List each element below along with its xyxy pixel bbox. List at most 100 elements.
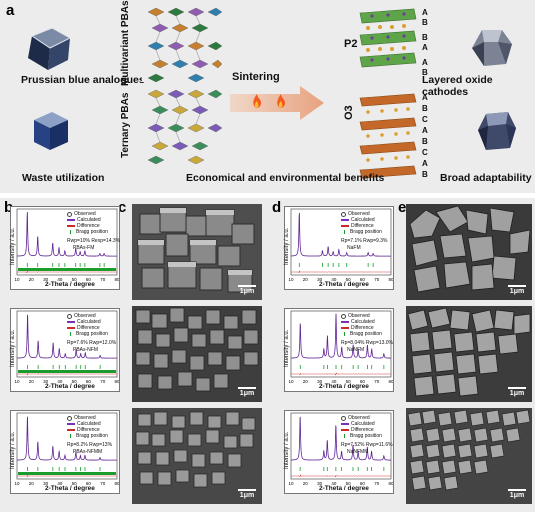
x-axis-label: 2-Theta / degree [45,485,95,492]
scale-bar-e3: 1μm [508,489,526,499]
x-tick-label: 80 [388,379,393,384]
y-axis-label: Intensity / a.u. [284,227,290,265]
x-tick-label: 30 [317,481,323,486]
scale-bar-c3: 1μm [238,489,256,499]
sintering-arrow-icon [230,86,324,120]
observed-line [290,416,391,461]
r-factor-text: Rp=7.1% Rwp=9.3% [341,238,388,244]
plot-frame [16,412,118,480]
x-tick-label: 20 [303,481,309,486]
difference-line [17,473,117,478]
difference-line [17,270,117,274]
x-tick-label: 10 [288,277,294,282]
o3-structure-illustration [359,93,417,179]
legend-entry: Difference [341,427,382,433]
scale-bar-e1: 1μm [508,285,526,295]
xrd-plot-b2: 10 20 30 40 50 60 70 80 [14,310,120,384]
panel-label-d: d [272,199,282,216]
x-tick-label: 50 [72,481,78,486]
x-tick-label: 10 [288,379,294,384]
x-tick-label: 70 [100,481,106,486]
x-tick-label: 50 [72,379,78,384]
r-factor-text: Rp=7.52% Rwp=11.6% [341,442,393,448]
legend-entry: Difference [67,325,108,331]
ternary-framework-illustration [142,88,224,164]
legend-entry: Observed [67,415,108,421]
observed-line [290,313,391,359]
xrd-plot-b3: 10 20 30 40 50 60 70 80 [14,412,120,486]
sample-name: PBAs-NFMM [73,449,103,455]
difference-line [291,473,391,478]
xrd-plot-b1: 10 20 30 40 50 60 70 80 [14,208,120,282]
legend-entry: Difference [341,325,382,331]
x-tick-label: 50 [346,481,352,486]
plot-frame [290,310,392,378]
p2-label: P2 [344,38,358,50]
sample-name: NaNFMM [347,449,369,455]
x-tick-label: 60 [360,481,366,486]
plot-frame [290,412,392,480]
economical-benefits-label: Economical and environmental benefits [186,172,385,184]
xrd-legend: Observed Calculated Difference Bragg positi… [67,415,108,439]
sem-e1-texture [406,204,532,300]
x-tick-label: 70 [374,379,380,384]
x-tick-label: 60 [86,481,92,486]
difference-line [291,269,391,274]
sem-image-c3: 1μm [132,408,262,504]
x-tick-label: 20 [303,379,309,384]
x-tick-label: 60 [360,379,366,384]
x-tick-label: 70 [100,379,106,384]
sintering-label: Sintering [232,71,280,83]
x-tick-label: 30 [43,277,49,282]
x-axis-label: 2-Theta / degree [45,281,95,288]
xrd-plot-d3: 10 20 30 40 50 60 70 80 [288,412,394,486]
legend-entry: Difference [67,427,108,433]
xrd-plot-d1: 10 20 30 40 50 60 70 80 [288,208,394,282]
x-tick-label: 40 [57,379,63,384]
x-tick-label: 30 [317,379,323,384]
xrd-legend: Observed Calculated Difference Bragg positi… [67,211,108,235]
observed-line [16,416,117,461]
x-tick-label: 40 [57,481,63,486]
x-tick-label: 80 [388,481,393,486]
r-factor-text: Rp=8.04% Rwp=13.0% [341,340,393,346]
legend-entry: Calculated [341,217,382,223]
legend-entry: Calculated [67,217,108,223]
x-tick-label: 50 [346,379,352,384]
panel-label-e: e [398,199,407,216]
sample-name: PBAs-FM [73,245,95,251]
y-axis-label: Intensity / a.u. [10,227,16,265]
ternary-pbas-label: Ternary PBAs [120,92,131,158]
x-tick-label: 40 [57,277,63,282]
prussian-blue-cube-icon [28,27,72,70]
scale-bar-c2: 1μm [238,387,256,397]
bragg-band [18,370,116,373]
observed-line [290,212,391,257]
legend-entry: Bragg position [341,433,382,439]
x-tick-label: 40 [331,481,337,486]
sem-image-e3: 1μm [406,408,532,504]
sem-c1-texture [132,204,262,300]
waste-cube-icon [34,112,68,150]
x-tick-label: 20 [29,481,35,486]
x-axis-label: 2-Theta / degree [45,383,95,390]
layered-oxide-label: Layered oxide cathodes [422,74,493,98]
x-tick-label: 50 [72,277,78,282]
layered-oxide-crystal-icon [472,30,512,66]
xrd-chart-d2: 10 20 30 40 50 60 70 80 Observed Calculated Differ… [284,308,394,392]
legend-entry: Calculated [341,319,382,325]
x-tick-label: 70 [100,277,106,282]
sem-image-c2: 1μm [132,306,262,402]
sem-e3-texture [406,408,532,504]
xrd-legend: Observed Calculated Difference Bragg positi… [341,211,382,235]
sample-name: PBAs-NFM [73,347,98,353]
o3-label: O3 [343,105,355,120]
sample-name: NaNFM [347,347,365,353]
legend-entry: Calculated [67,421,108,427]
legend-entry: Observed [341,313,382,319]
x-tick-label: 60 [86,277,92,282]
sem-image-e2: 1μm [406,306,532,402]
x-tick-label: 30 [43,379,49,384]
plot-frame [16,208,118,276]
